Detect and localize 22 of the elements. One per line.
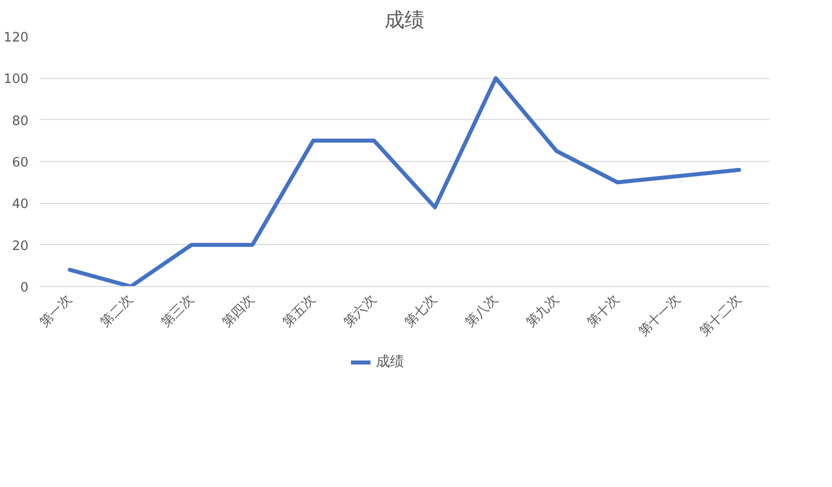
x-tick-label: 第二次 — [98, 292, 136, 330]
x-tick-label: 第八次 — [462, 292, 502, 330]
x-tick-label: 第七次 — [402, 292, 440, 330]
x-tick-label: 第一次 — [37, 292, 76, 330]
line-series — [68, 76, 742, 286]
y-tick-label: 20 — [12, 238, 29, 254]
x-tick-label: 第六次 — [341, 292, 380, 330]
x-tick-label: 第四次 — [220, 292, 258, 330]
y-tick-label: 40 — [12, 197, 29, 212]
x-tick-label: 第十二次 — [697, 292, 744, 340]
x-tick-label: 第九次 — [524, 292, 562, 330]
legend-label: 成绩 — [376, 353, 404, 371]
y-tick-label: 60 — [12, 156, 29, 170]
x-tick-label: 第五次 — [280, 292, 319, 330]
x-tick-label: 第十次 — [584, 292, 623, 330]
y-tick-label: 80 — [12, 114, 29, 129]
x-tick-label: 第三次 — [158, 292, 197, 330]
y-tick-label: 120 — [4, 30, 29, 46]
y-tick-label: 0 — [20, 280, 29, 296]
y-tick-label: 100 — [4, 72, 29, 88]
chart-title: 成绩 — [384, 8, 424, 32]
x-tick-label: 第十一次 — [636, 292, 684, 340]
